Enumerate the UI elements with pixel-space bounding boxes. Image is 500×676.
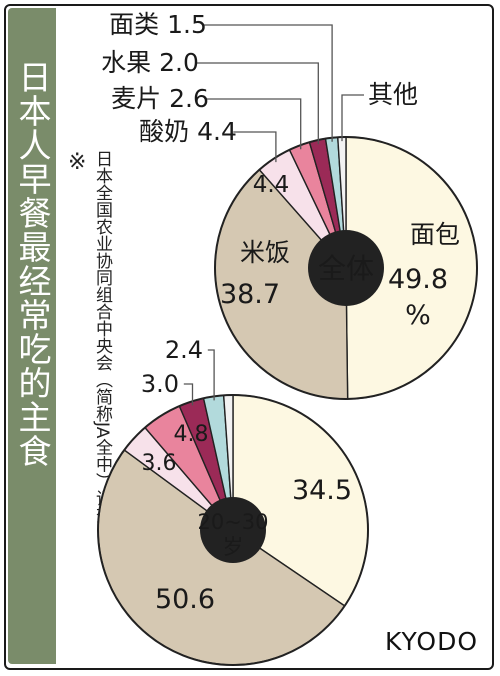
unit-label: % (405, 300, 431, 331)
pie-center (308, 230, 384, 306)
slice-value: 38.7 (220, 279, 280, 310)
leader-line (207, 349, 215, 401)
callout-label: 面类 1.5 (109, 10, 207, 39)
slice-value: 3.6 (142, 451, 177, 476)
title-sidebar (8, 8, 56, 664)
credit: KYODO (384, 627, 478, 656)
leader-line (205, 98, 302, 150)
note-mark: ※ (68, 150, 87, 175)
leader-line (183, 383, 194, 406)
leader-line (203, 24, 333, 142)
callout-label: 麦片 2.6 (111, 84, 209, 113)
callout-label: 酸奶 4.4 (139, 117, 237, 146)
slice-value: 49.8 (388, 264, 448, 295)
slice-value: 34.5 (292, 475, 352, 506)
leader-line (341, 94, 364, 142)
pie-center (200, 497, 266, 563)
slice-value: 4.4 (253, 172, 290, 198)
callout-label: 2.4 (165, 336, 203, 364)
pie-center-title: 全体 (318, 252, 374, 285)
leader-line (233, 131, 277, 163)
chart-title: 日本人早餐最经常吃的主食 (13, 60, 52, 468)
pie-outline (97, 394, 369, 666)
slice-value: 50.6 (155, 584, 215, 615)
pie-center-title-unit: 岁 (223, 535, 244, 559)
slice-value: 4.8 (174, 422, 209, 447)
pie-outline (214, 136, 478, 400)
pie-chart-1 (214, 136, 478, 400)
pie-chart-2 (97, 394, 369, 666)
callout-label: 水果 2.0 (101, 48, 199, 77)
survey-note: 日本全国农业协同组合中央会（简称JA全中）调查 (92, 150, 112, 524)
slice-label: 面包 (410, 220, 460, 249)
callout-label: 其他 (368, 80, 418, 109)
pie-center-title: 20~30 (197, 510, 268, 534)
leader-line (195, 62, 319, 145)
slice-label: 米饭 (240, 238, 290, 267)
callout-label: 3.0 (141, 370, 179, 398)
